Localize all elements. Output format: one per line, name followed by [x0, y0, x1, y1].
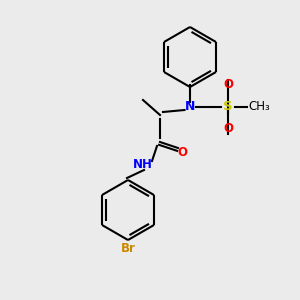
Text: O: O	[177, 146, 187, 158]
Text: O: O	[223, 79, 233, 92]
Text: NH: NH	[133, 158, 153, 172]
Text: CH₃: CH₃	[248, 100, 270, 113]
Text: O: O	[223, 122, 233, 134]
Text: N: N	[185, 100, 195, 113]
Text: S: S	[223, 100, 233, 113]
Text: Br: Br	[121, 242, 135, 255]
